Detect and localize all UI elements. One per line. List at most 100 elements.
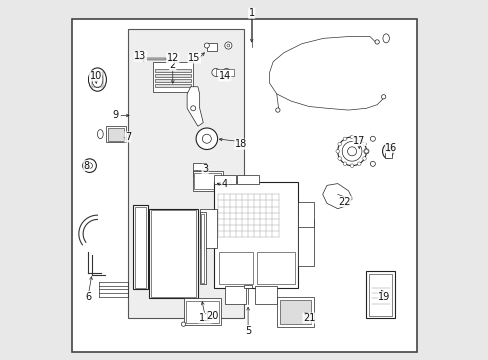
Text: 14: 14 [218, 71, 230, 81]
Ellipse shape [211, 68, 219, 76]
Bar [155, 79, 190, 82]
Ellipse shape [337, 137, 366, 166]
Bar [297, 202, 313, 226]
Bar [215, 69, 233, 76]
Bar [186, 301, 218, 323]
Text: 6: 6 [85, 292, 91, 302]
Bar [368, 274, 391, 316]
Bar [106, 126, 126, 142]
Bar [149, 209, 198, 298]
Ellipse shape [362, 157, 366, 160]
Polygon shape [134, 58, 167, 60]
Bar [244, 285, 252, 288]
Text: 22: 22 [338, 197, 350, 207]
Text: 7: 7 [124, 132, 131, 142]
Ellipse shape [374, 40, 379, 44]
Ellipse shape [362, 142, 366, 146]
Ellipse shape [335, 149, 339, 153]
Bar [135, 207, 145, 288]
Bar [214, 182, 298, 288]
Bar [194, 173, 221, 189]
Ellipse shape [382, 34, 388, 43]
Bar [199, 212, 206, 284]
Ellipse shape [224, 42, 231, 49]
Bar [201, 214, 204, 283]
Text: 1: 1 [248, 8, 254, 18]
Bar [133, 205, 147, 289]
Text: 16: 16 [385, 143, 397, 153]
Bar [214, 175, 235, 184]
Ellipse shape [347, 147, 356, 156]
Bar [128, 30, 244, 318]
Text: 21: 21 [302, 313, 315, 323]
Ellipse shape [204, 43, 209, 48]
Ellipse shape [202, 134, 211, 143]
Ellipse shape [349, 164, 353, 167]
Text: 12: 12 [166, 53, 179, 63]
Ellipse shape [364, 149, 367, 153]
Ellipse shape [349, 135, 353, 139]
Ellipse shape [369, 161, 375, 166]
Ellipse shape [181, 322, 185, 326]
Ellipse shape [343, 137, 346, 141]
Ellipse shape [382, 144, 392, 158]
Bar [192, 163, 206, 176]
Ellipse shape [357, 137, 360, 141]
Text: 18: 18 [234, 139, 246, 149]
Ellipse shape [92, 72, 102, 87]
Ellipse shape [363, 149, 368, 154]
Ellipse shape [226, 44, 229, 47]
Bar [237, 175, 258, 184]
Ellipse shape [369, 136, 375, 141]
Ellipse shape [86, 163, 92, 168]
Bar [255, 286, 276, 304]
Bar [297, 220, 313, 266]
Ellipse shape [337, 157, 341, 160]
Bar [92, 72, 102, 87]
Bar [155, 69, 190, 72]
Bar [151, 211, 196, 297]
Ellipse shape [343, 162, 346, 166]
Bar [183, 298, 221, 325]
Bar [200, 170, 204, 175]
Ellipse shape [190, 106, 195, 111]
Ellipse shape [97, 130, 103, 139]
Ellipse shape [381, 95, 385, 99]
Ellipse shape [196, 128, 217, 149]
Bar [199, 209, 217, 248]
Bar [257, 252, 294, 284]
Ellipse shape [82, 159, 96, 172]
Text: 2: 2 [169, 60, 176, 70]
Ellipse shape [357, 162, 360, 166]
Text: 20: 20 [205, 311, 218, 321]
Bar [219, 252, 253, 284]
Bar [384, 144, 391, 158]
Text: 19: 19 [377, 292, 390, 302]
Bar [366, 271, 394, 318]
Bar [194, 170, 198, 175]
Text: 11: 11 [199, 313, 211, 323]
Bar [192, 171, 223, 191]
Text: 9: 9 [112, 111, 118, 121]
Bar [224, 286, 246, 304]
Ellipse shape [342, 141, 361, 161]
Bar [155, 84, 190, 87]
Bar [276, 297, 314, 327]
Bar [108, 128, 124, 141]
Text: 10: 10 [89, 71, 102, 81]
Text: 5: 5 [244, 325, 251, 336]
Text: 4: 4 [221, 179, 227, 189]
Ellipse shape [275, 108, 280, 112]
Polygon shape [187, 87, 203, 126]
Bar [153, 62, 192, 92]
Text: 3: 3 [202, 164, 208, 174]
Text: 8: 8 [83, 161, 90, 171]
Text: 13: 13 [134, 51, 146, 61]
Bar [206, 43, 217, 51]
Ellipse shape [222, 68, 230, 76]
Bar [155, 74, 190, 77]
Bar [279, 300, 310, 324]
Text: 15: 15 [188, 53, 200, 63]
Text: 17: 17 [352, 136, 365, 145]
Ellipse shape [88, 68, 106, 91]
